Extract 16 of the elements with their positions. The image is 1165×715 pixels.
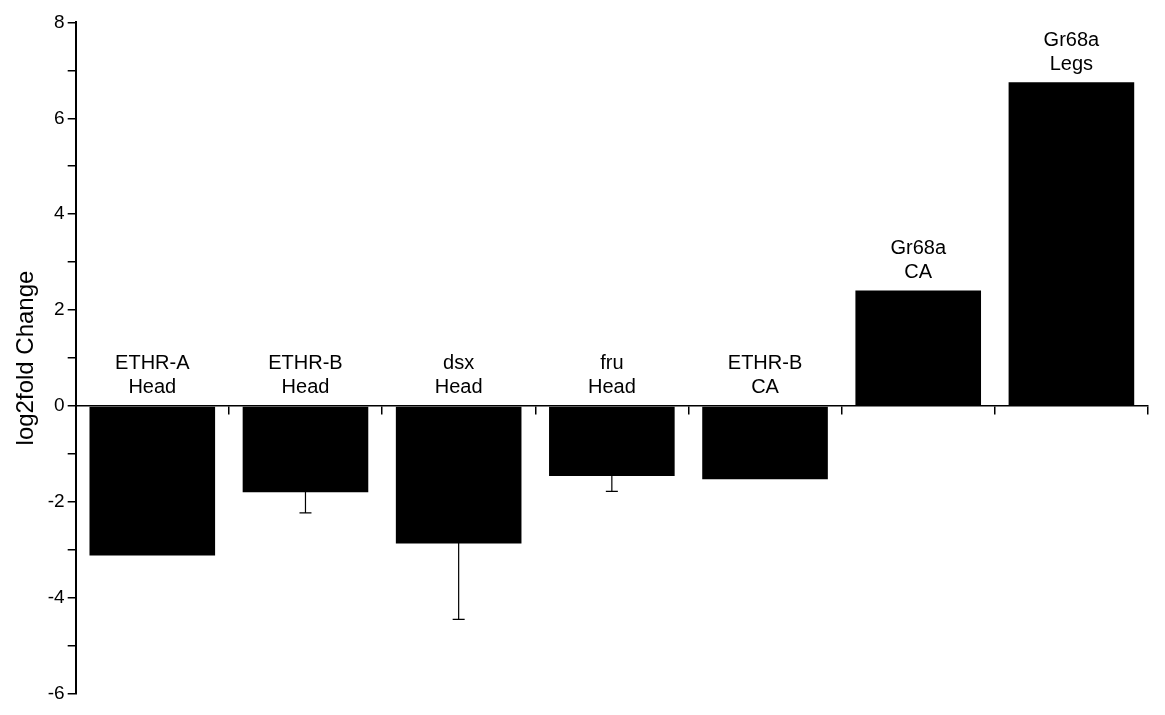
y-axis-title: log2fold Change (11, 270, 39, 446)
x-tick-label: ETHR-B Head (268, 351, 343, 398)
y-tick-label: 8 (54, 10, 65, 32)
x-tick-label: ETHR-A Head (115, 351, 191, 398)
x-tick-label: fru Head (587, 351, 636, 398)
y-tick-label: -4 (47, 585, 66, 607)
x-tick-label: Gr68a Legs (1043, 27, 1101, 74)
x-tick-label: dsx Head (434, 351, 483, 398)
y-tick-label: 4 (54, 202, 66, 224)
y-tick-label: -2 (47, 490, 65, 512)
y-tick-label: 6 (54, 106, 65, 128)
y-tick-label: -6 (47, 681, 65, 703)
x-tick-label: ETHR-B CA (727, 351, 803, 398)
y-tick-label: 0 (54, 394, 65, 416)
y-tick-label: 2 (54, 298, 65, 320)
x-tick-label: Gr68a CA (890, 235, 947, 282)
